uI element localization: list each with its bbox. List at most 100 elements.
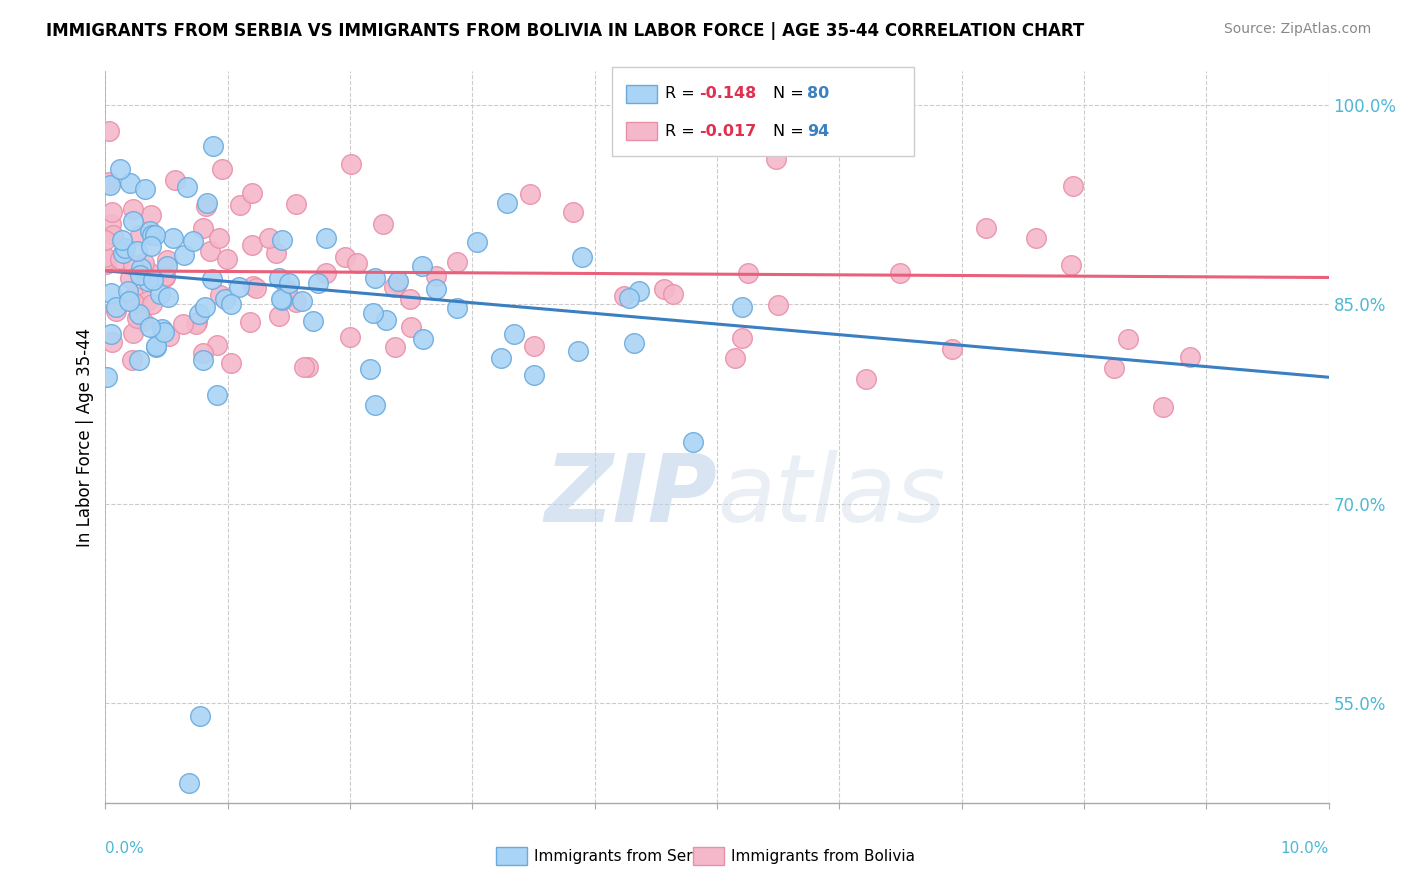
Point [315,266,337,280]
Point [104,304,127,318]
Point [242,279,264,293]
Text: R =: R = [665,124,700,138]
Point [737,266,759,280]
Point [446,301,468,315]
Point [723,351,745,365]
Point [315,230,337,244]
Point [141,297,163,311]
Text: -0.148: -0.148 [699,87,756,101]
Point [292,359,315,374]
Point [157,329,180,343]
Point [489,351,512,365]
Point [285,197,308,211]
Point [136,294,159,309]
Text: 10.0%: 10.0% [1281,841,1329,856]
Point [104,300,127,314]
Point [100,178,122,193]
Point [122,202,145,216]
Point [269,270,291,285]
Point [1025,231,1047,245]
Point [134,182,156,196]
Point [143,227,166,242]
Point [302,314,325,328]
Point [682,434,704,449]
Point [149,286,172,301]
Point [111,233,134,247]
Point [96,257,118,271]
Point [96,253,118,268]
Point [129,260,152,275]
Point [150,322,173,336]
Point [1062,179,1084,194]
Point [307,276,329,290]
Point [889,267,911,281]
Point [387,274,409,288]
Point [177,776,200,790]
Point [339,330,361,344]
Point [217,252,239,266]
Point [523,368,546,382]
Point [361,306,384,320]
Point [97,175,120,189]
Point [208,288,231,302]
Point [132,314,155,328]
Point [118,271,141,285]
Point [128,268,150,282]
Point [117,284,139,298]
Point [162,231,184,245]
Point [363,398,385,412]
Point [100,217,122,231]
Point [211,161,233,176]
Point [291,293,314,308]
Point [425,282,447,296]
Point [156,290,179,304]
Point [122,214,145,228]
Point [193,352,215,367]
Point [1102,360,1125,375]
Point [297,360,319,375]
Point [208,231,231,245]
Point [118,294,141,309]
Point [623,336,645,351]
Point [138,319,160,334]
Text: N =: N = [773,124,810,138]
Point [165,173,187,187]
Point [97,124,120,138]
Point [214,292,236,306]
Point [176,179,198,194]
Point [112,245,135,260]
Point [465,235,488,249]
Point [519,186,541,201]
Text: 94: 94 [807,124,830,138]
Point [101,204,124,219]
Point [94,250,117,264]
Point [205,337,228,351]
Point [201,138,224,153]
Text: R =: R = [665,87,700,101]
Text: atlas: atlas [717,450,945,541]
Point [108,252,131,266]
Point [240,238,263,252]
Point [219,356,242,370]
Point [127,311,149,326]
Point [229,198,252,212]
Text: 0.0%: 0.0% [105,841,145,856]
Point [385,276,408,290]
Point [340,156,363,170]
Point [132,256,155,270]
Point [562,204,585,219]
Point [127,244,149,259]
Point [145,339,167,353]
Point [100,286,122,301]
Point [198,244,221,259]
Point [284,294,307,309]
Text: ZIP: ZIP [544,450,717,541]
Point [425,268,447,283]
Point [264,246,287,260]
Point [269,309,291,323]
Point [187,307,209,321]
Point [765,152,787,166]
Point [195,195,218,210]
Point [186,317,208,331]
Point [382,280,405,294]
